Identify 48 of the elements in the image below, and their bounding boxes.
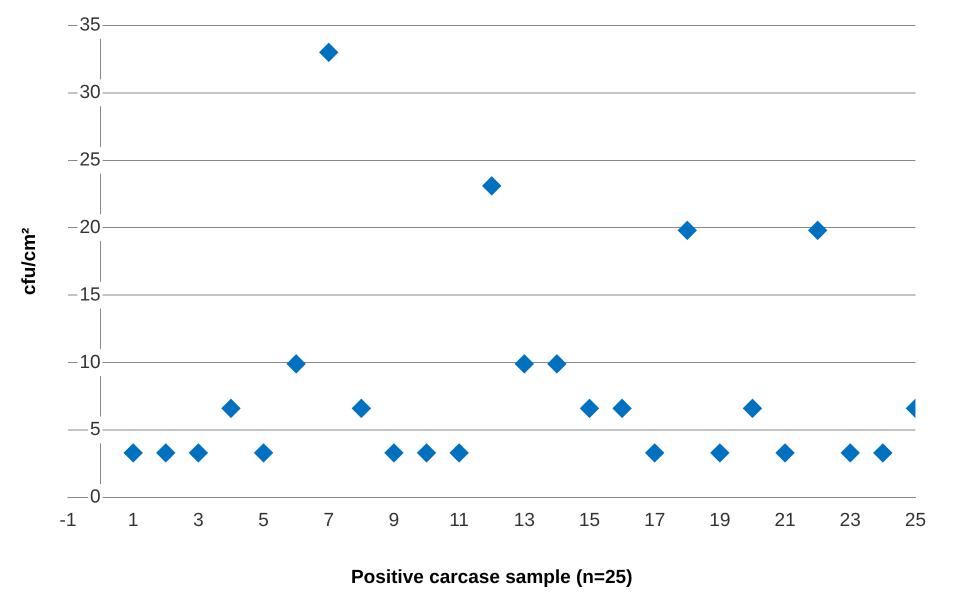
point xyxy=(221,398,240,418)
point xyxy=(547,354,566,374)
x-tick-label: 15 xyxy=(578,510,600,532)
point xyxy=(450,443,469,462)
point xyxy=(873,443,892,462)
x-tick-label: 1 xyxy=(128,510,138,532)
x-tick-label: 7 xyxy=(323,510,334,532)
point xyxy=(286,354,306,374)
point xyxy=(417,443,436,462)
y-tick-label: 5 xyxy=(90,419,101,440)
y-tick-label: 30 xyxy=(79,82,101,104)
point xyxy=(124,443,143,462)
point xyxy=(156,443,176,462)
y-tick-label: 35 xyxy=(79,14,101,36)
point xyxy=(840,443,860,462)
x-tick-label: 25 xyxy=(904,510,926,532)
point xyxy=(742,398,762,418)
x-tick-label: 23 xyxy=(840,510,861,532)
point xyxy=(254,443,274,462)
point xyxy=(319,42,338,62)
point xyxy=(612,398,632,418)
y-tick-label: 10 xyxy=(79,352,101,373)
x-tick-label: 13 xyxy=(514,510,535,532)
x-tick-label: -1 xyxy=(60,510,76,532)
point xyxy=(188,443,208,462)
x-tick-label: 19 xyxy=(709,510,730,532)
point xyxy=(710,443,730,462)
y-axis-title: cfu/cm² xyxy=(19,228,40,296)
y-tick-label: 15 xyxy=(79,284,101,306)
point xyxy=(645,443,664,462)
point xyxy=(482,176,502,196)
x-tick-label: 17 xyxy=(644,510,666,532)
point xyxy=(808,220,828,240)
point xyxy=(580,398,599,418)
x-tick-label: 9 xyxy=(388,510,400,532)
point xyxy=(776,443,795,462)
point xyxy=(384,443,404,462)
x-axis-title: Positive carcase sample (n=25) xyxy=(350,566,632,588)
point xyxy=(352,398,371,418)
x-tick-label: 5 xyxy=(258,510,269,532)
x-tick-label: 21 xyxy=(774,510,796,532)
y-tick-label: 0 xyxy=(90,486,101,508)
y-tick-label: 25 xyxy=(79,149,101,170)
point xyxy=(678,220,697,240)
x-tick-label: 3 xyxy=(193,510,204,532)
x-tick-label: 11 xyxy=(449,510,469,532)
y-tick-label: 20 xyxy=(79,216,101,238)
point xyxy=(514,354,534,374)
